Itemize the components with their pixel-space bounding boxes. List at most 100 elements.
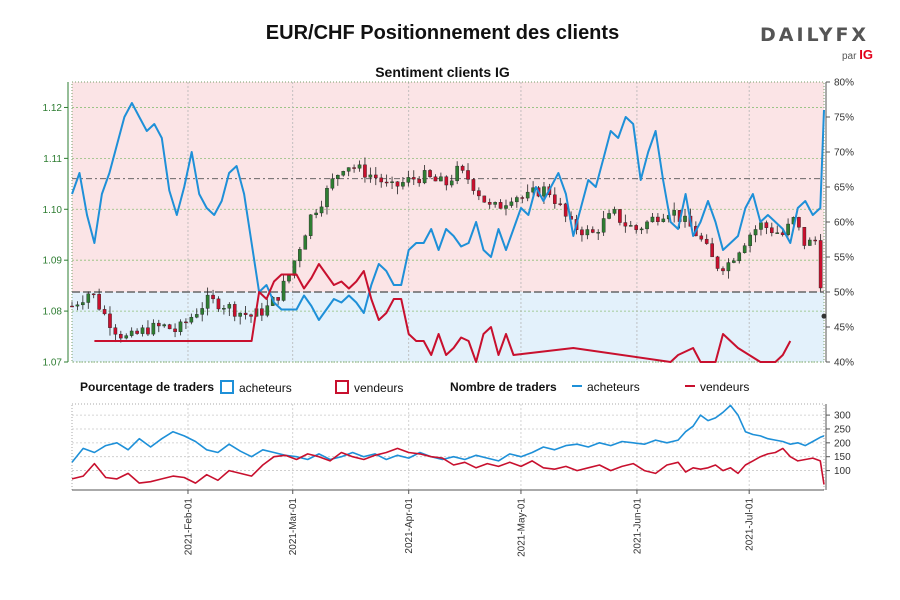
candle-up	[390, 181, 394, 183]
candle-up	[401, 182, 405, 187]
buyers-line-swatch	[572, 385, 582, 387]
candle-down	[802, 227, 807, 246]
price-tick-label: 1.08	[43, 307, 63, 318]
legend-pct-sellers[interactable]: vendeurs	[335, 380, 403, 395]
candle-up	[298, 249, 302, 262]
candle-up	[86, 293, 91, 303]
sellers-swatch	[335, 380, 349, 394]
candle-down	[411, 177, 416, 180]
plot-frame	[71, 81, 825, 363]
candle-down	[520, 197, 525, 199]
candle-up	[406, 177, 411, 183]
last-price-marker	[821, 313, 827, 319]
candle-down	[498, 202, 503, 209]
legend-pct-buyers[interactable]: acheteurs	[220, 380, 292, 395]
candle-down	[460, 165, 465, 171]
candle-up	[542, 186, 546, 197]
candle-up	[303, 235, 308, 250]
date-tick-label: 2021-Jun-01	[632, 498, 643, 555]
candle-down	[563, 203, 568, 217]
candle-down	[156, 322, 161, 327]
candle-up	[449, 180, 454, 186]
candle-up	[672, 210, 676, 216]
candle-down	[146, 327, 150, 335]
candle-up	[601, 218, 606, 233]
candle-down	[580, 229, 584, 236]
legend-count-sellers-label: vendeurs	[700, 380, 750, 394]
pct-tick-label: 80%	[834, 78, 854, 89]
candle-down	[428, 170, 432, 178]
candle-up	[346, 167, 351, 172]
candle-down	[444, 176, 449, 186]
candle-up	[189, 316, 194, 323]
chart-title: EUR/CHF Positionnement des clients	[265, 22, 620, 44]
pct-tick-label: 70%	[834, 148, 854, 159]
candle-up	[194, 314, 199, 318]
buyers-zone	[72, 292, 824, 362]
candle-down	[704, 238, 709, 244]
candle-up	[287, 275, 291, 282]
legend-count-header: Nombre de traders	[450, 380, 557, 394]
candle-down	[618, 209, 622, 223]
candle-down	[466, 170, 470, 180]
brand-name: DAILYFX	[760, 24, 870, 46]
pct-tick-label: 65%	[834, 183, 854, 194]
candle-down	[487, 202, 492, 205]
candle-down	[260, 308, 264, 316]
candle-down	[818, 240, 823, 289]
candle-up	[341, 171, 346, 176]
legend-pct-buyers-label: acheteurs	[239, 381, 292, 395]
candle-down	[433, 176, 438, 182]
candle-down	[184, 321, 188, 324]
candle-up	[178, 321, 183, 333]
candle-up	[357, 164, 362, 169]
legend-pct-sellers-label: vendeurs	[354, 381, 404, 395]
candle-down	[813, 239, 818, 242]
candle-up	[612, 209, 617, 214]
candle-down	[553, 194, 557, 204]
candle-up	[509, 201, 514, 206]
candle-down	[764, 222, 769, 228]
candle-down	[352, 167, 356, 169]
candle-up	[129, 330, 134, 336]
candle-down	[167, 324, 172, 330]
legend-count-buyers[interactable]: acheteurs	[572, 380, 640, 394]
candle-up	[585, 229, 590, 236]
candle-up	[81, 302, 85, 306]
candle-down	[721, 268, 725, 272]
candle-down	[276, 297, 280, 301]
candle-down	[797, 217, 801, 228]
candle-up	[314, 212, 318, 216]
candle-down	[249, 314, 253, 317]
candle-up	[726, 262, 731, 272]
legend-count-sellers[interactable]: vendeurs	[685, 380, 749, 394]
candle-up	[265, 305, 270, 316]
candle-down	[471, 179, 476, 191]
candle-up	[596, 232, 601, 234]
candle-down	[113, 327, 118, 335]
candle-up	[504, 205, 508, 209]
candle-down	[715, 256, 720, 269]
candle-up	[308, 214, 313, 236]
price-tick-label: 1.07	[43, 358, 63, 369]
pct-tick-label: 55%	[834, 253, 854, 264]
candle-up	[75, 304, 80, 307]
candle-up	[645, 221, 649, 230]
legend-count-buyers-label: acheteurs	[587, 380, 640, 394]
candle-up	[319, 206, 324, 214]
candle-down	[119, 334, 123, 339]
legend-pct-header: Pourcentage de traders	[80, 380, 215, 394]
candle-up	[439, 176, 443, 182]
chart-subtitle: Sentiment clients IG	[375, 64, 510, 80]
candle-up	[227, 304, 232, 309]
candle-down	[363, 164, 367, 178]
candle-down	[243, 312, 248, 315]
candle-up	[661, 218, 666, 222]
candle-up	[742, 245, 747, 253]
candle-up	[786, 223, 790, 235]
dailyfx-logo: DAILYFX par IG	[760, 24, 873, 64]
candle-down	[135, 330, 139, 334]
candle-down	[91, 293, 96, 296]
count-tick-label: 300	[834, 411, 851, 422]
